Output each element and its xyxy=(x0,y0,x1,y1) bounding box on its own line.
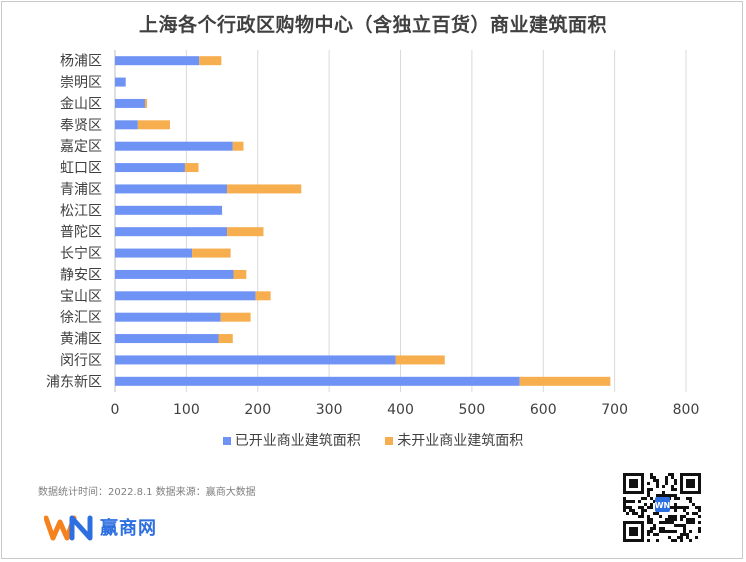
category-label: 青浦区 xyxy=(60,182,102,198)
category-label: 闵行区 xyxy=(60,353,102,369)
category-label: 奉贤区 xyxy=(60,118,102,134)
bar-unopened xyxy=(192,248,231,258)
category-label: 静安区 xyxy=(60,267,102,283)
bar-unopened xyxy=(395,355,445,365)
bar-opened xyxy=(115,334,219,344)
bar-unopened xyxy=(137,120,170,130)
legend: 已开业商业建筑面积 未开业商业建筑面积 xyxy=(0,430,746,450)
category-label: 金山区 xyxy=(60,96,102,112)
bar-opened xyxy=(115,248,193,258)
bar-unopened xyxy=(184,163,199,173)
bar-opened xyxy=(115,205,223,215)
x-tick-label: 400 xyxy=(387,402,414,418)
category-label: 嘉定区 xyxy=(60,139,102,155)
legend-label-unopened: 未开业商业建筑面积 xyxy=(397,433,524,449)
category-label: 宝山区 xyxy=(60,289,102,305)
bar-opened xyxy=(115,291,256,301)
legend-item-unopened: 未开业商业建筑面积 xyxy=(385,430,523,450)
x-tick-label: 500 xyxy=(459,402,486,418)
legend-label-opened: 已开业商业建筑面积 xyxy=(234,433,361,449)
bar-opened xyxy=(115,120,138,130)
category-label: 长宁区 xyxy=(60,245,102,262)
x-axis-labels: 0 100 200 300 400 500 600 700 800 xyxy=(111,402,700,418)
gridlines xyxy=(114,50,687,392)
chart-title: 上海各个行政区购物中心（含独立百货）商业建筑面积 xyxy=(138,14,607,36)
x-tick-label: 0 xyxy=(111,402,120,418)
x-tick-label: 600 xyxy=(530,402,557,418)
bar-opened xyxy=(115,77,126,87)
bar-opened xyxy=(115,98,145,108)
legend-swatch-unopened xyxy=(385,437,394,445)
x-tick-label: 200 xyxy=(244,402,271,418)
category-label: 虹口区 xyxy=(60,161,102,177)
bar-unopened xyxy=(218,334,233,344)
y-axis-labels: 杨浦区崇明区金山区奉贤区嘉定区虹口区青浦区松江区普陀区长宁区静安区宝山区徐汇区黄… xyxy=(46,54,102,391)
bar-unopened xyxy=(220,312,251,322)
category-label: 杨浦区 xyxy=(60,54,102,70)
bar-unopened xyxy=(233,269,247,279)
bar-unopened xyxy=(227,227,264,237)
bar-opened xyxy=(115,184,228,194)
legend-item-opened: 已开业商业建筑面积 xyxy=(222,430,361,450)
bar-unopened xyxy=(232,141,244,151)
bar-chart: 杨浦区崇明区金山区奉贤区嘉定区虹口区青浦区松江区普陀区长宁区静安区宝山区徐汇区黄… xyxy=(46,50,700,418)
data-source-note: 数据统计时间：2022.8.1 数据来源：赢商大数据 xyxy=(38,487,256,498)
x-tick-label: 300 xyxy=(316,402,343,418)
svg-text:WN: WN xyxy=(655,501,671,510)
bar-unopened xyxy=(199,56,222,66)
winshang-logo-icon xyxy=(44,515,93,541)
bar-opened xyxy=(115,312,221,322)
bar-opened xyxy=(115,163,185,173)
category-label: 浦东新区 xyxy=(46,374,102,390)
category-label: 崇明区 xyxy=(60,75,102,91)
bar-opened xyxy=(115,269,234,279)
x-tick-label: 800 xyxy=(673,402,700,418)
bars xyxy=(115,56,611,386)
x-tick-label: 100 xyxy=(173,402,200,418)
legend-swatch-opened xyxy=(222,437,231,445)
brand-logo-area: 赢商网 xyxy=(44,512,157,542)
bar-opened xyxy=(115,56,200,66)
x-tick-label: 700 xyxy=(601,402,628,418)
bar-unopened xyxy=(519,376,611,386)
category-label: 黄浦区 xyxy=(60,331,102,348)
bar-unopened xyxy=(144,98,148,108)
bar-opened xyxy=(115,141,233,151)
bar-opened xyxy=(115,376,520,386)
bar-opened xyxy=(115,355,396,365)
category-label: 松江区 xyxy=(60,203,102,219)
qr-code-icon: WN xyxy=(623,473,701,542)
category-label: 普陀区 xyxy=(60,225,102,241)
brand-name: 赢商网 xyxy=(100,518,157,539)
category-label: 徐汇区 xyxy=(60,310,102,326)
bar-opened xyxy=(115,227,228,237)
bar-unopened xyxy=(227,184,302,194)
bar-unopened xyxy=(255,291,271,301)
